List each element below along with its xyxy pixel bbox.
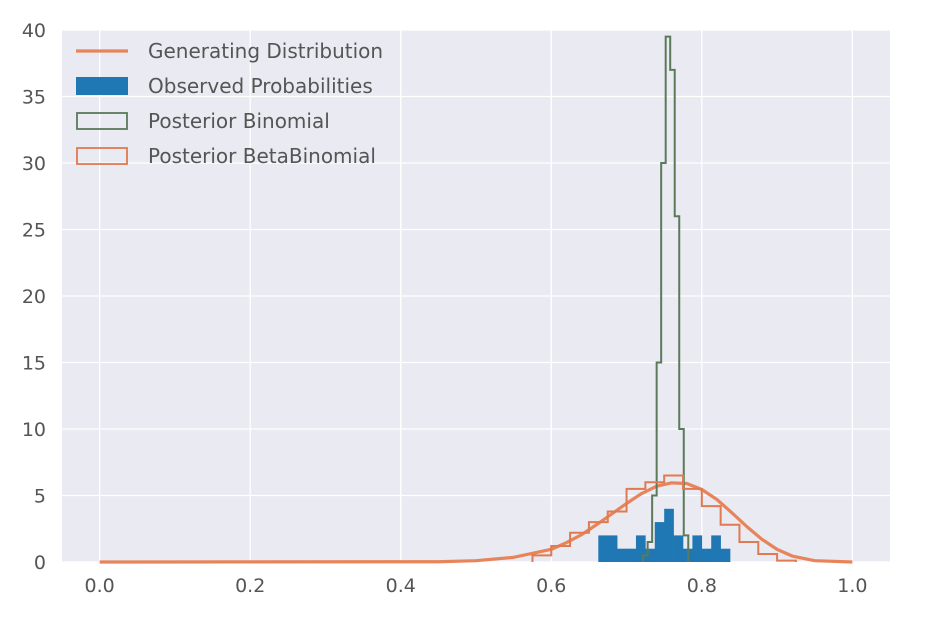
posterior-betabinomial-step <box>531 474 797 562</box>
observed-bar <box>598 535 609 562</box>
observed-bar <box>626 548 637 562</box>
legend-handle-step <box>76 112 128 130</box>
legend-label: Posterior Binomial <box>148 109 330 133</box>
x-tick-label: 0.2 <box>235 575 265 597</box>
chart-series <box>99 35 853 564</box>
observed-bar <box>711 535 721 562</box>
observed-bar <box>720 548 731 562</box>
y-tick-label: 10 <box>22 419 46 441</box>
observed-bar <box>635 535 646 562</box>
y-tick-label: 30 <box>22 153 46 175</box>
y-tick-label: 20 <box>22 286 46 308</box>
grid-lines <box>62 29 890 563</box>
legend-label: Posterior BetaBinomial <box>148 144 376 168</box>
observed-bar <box>664 508 674 562</box>
x-tick-label: 0.8 <box>687 575 717 597</box>
legend-label: Generating Distribution <box>148 39 383 63</box>
observed-bar <box>607 535 618 562</box>
x-tick-label: 0.0 <box>85 575 115 597</box>
tick-labels: 0.0 0.2 0.4 0.6 0.8 1.0 0 5 10 15 20 25 30 35 40 <box>22 20 868 597</box>
y-tick-label: 25 <box>22 220 46 242</box>
observed-bar <box>692 535 703 562</box>
legend-handle-filled <box>76 77 128 95</box>
y-tick-label: 35 <box>22 87 46 109</box>
legend-label: Observed Probabilities <box>148 74 373 98</box>
x-tick-label: 0.4 <box>386 575 416 597</box>
observed-bar <box>673 535 684 562</box>
observed-bar <box>645 548 656 562</box>
y-tick-label: 40 <box>22 20 46 42</box>
y-tick-label: 0 <box>34 552 46 574</box>
observed-bar <box>654 522 665 562</box>
legend: Generating Distribution Observed Probabil… <box>76 39 383 168</box>
posterior-binomial-step <box>642 35 690 562</box>
x-tick-label: 1.0 <box>837 575 867 597</box>
y-tick-label: 15 <box>22 353 46 375</box>
y-tick-label: 5 <box>34 486 46 508</box>
x-tick-label: 0.6 <box>536 575 566 597</box>
legend-handle-step <box>76 147 128 165</box>
observed-bar <box>617 548 627 562</box>
observed-bar <box>701 548 712 562</box>
